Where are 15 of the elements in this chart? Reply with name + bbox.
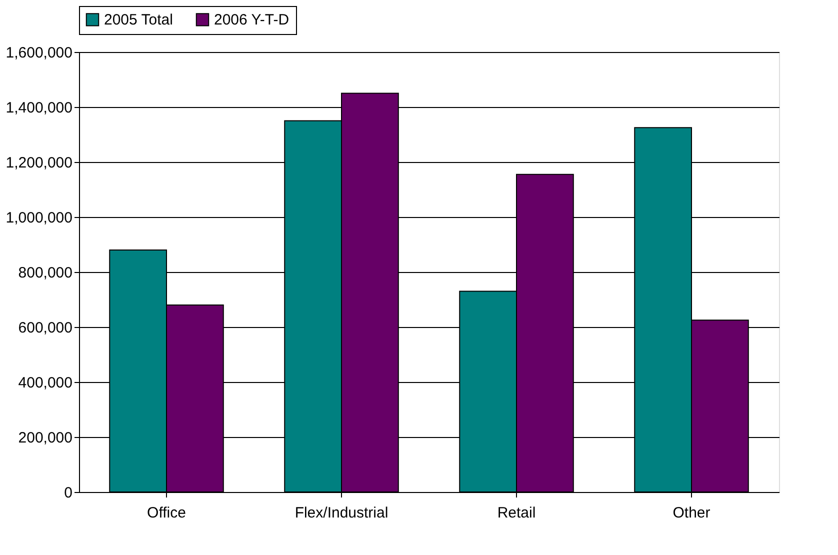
x-tick-label: Retail xyxy=(497,504,536,522)
y-tick-label: 600,000 xyxy=(18,320,72,336)
x-tick-label: Other xyxy=(672,504,710,522)
y-tick-label: 1,000,000 xyxy=(6,210,72,226)
y-tick-label: 800,000 xyxy=(18,264,72,282)
y-tick-label: 1,200,000 xyxy=(6,154,72,172)
y-tick-label: 400,000 xyxy=(18,374,72,392)
legend-label: 2006 Y-T-D xyxy=(214,12,290,29)
x-tick-label: Office xyxy=(147,504,186,522)
y-tick-label: 1,400,000 xyxy=(6,100,72,116)
y-tick-label: 1,600,000 xyxy=(6,44,72,62)
x-tick-label: Flex/Industrial xyxy=(294,504,388,522)
y-tick-label: 0 xyxy=(64,484,72,502)
legend-label: 2005 Total xyxy=(104,12,173,29)
y-tick-label: 200,000 xyxy=(18,430,72,446)
